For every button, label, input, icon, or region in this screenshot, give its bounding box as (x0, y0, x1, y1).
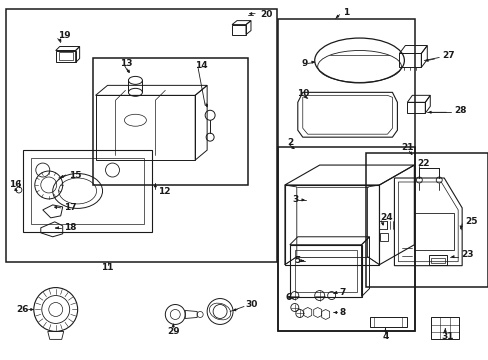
Bar (277, 147, 414, 332)
Text: 24: 24 (380, 213, 392, 222)
Text: 12: 12 (158, 188, 170, 197)
Bar (59, 53, 73, 60)
Text: 27: 27 (441, 51, 454, 60)
Bar (277, 19, 414, 332)
Text: 9: 9 (301, 59, 307, 68)
Text: 17: 17 (63, 203, 76, 212)
Circle shape (16, 187, 22, 193)
Text: 30: 30 (244, 300, 257, 309)
Text: 29: 29 (166, 327, 179, 336)
Text: 25: 25 (464, 217, 477, 226)
Bar (92, 58, 247, 185)
Text: 6: 6 (285, 293, 291, 302)
Text: 21: 21 (400, 143, 413, 152)
Text: 3: 3 (292, 195, 299, 204)
Text: 15: 15 (68, 171, 81, 180)
Text: 22: 22 (416, 158, 429, 167)
Text: 10: 10 (296, 89, 308, 98)
Text: 11: 11 (101, 263, 114, 272)
Text: 5: 5 (293, 256, 300, 265)
Text: 1: 1 (343, 8, 349, 17)
Bar (413, 213, 453, 250)
Text: 4: 4 (382, 332, 388, 341)
Text: 28: 28 (453, 106, 466, 115)
Text: 13: 13 (120, 59, 133, 68)
Text: 23: 23 (460, 250, 473, 259)
Text: 8: 8 (339, 308, 345, 317)
Bar (365, 153, 487, 287)
Text: 31: 31 (440, 332, 452, 341)
Text: 26: 26 (17, 305, 29, 314)
Text: 16: 16 (9, 180, 21, 189)
Text: 14: 14 (195, 61, 207, 70)
Text: 19: 19 (58, 31, 70, 40)
Text: 7: 7 (339, 288, 346, 297)
Bar (6, 9, 276, 262)
Text: 20: 20 (260, 10, 272, 19)
Text: 2: 2 (287, 138, 293, 147)
Text: 18: 18 (63, 223, 76, 232)
